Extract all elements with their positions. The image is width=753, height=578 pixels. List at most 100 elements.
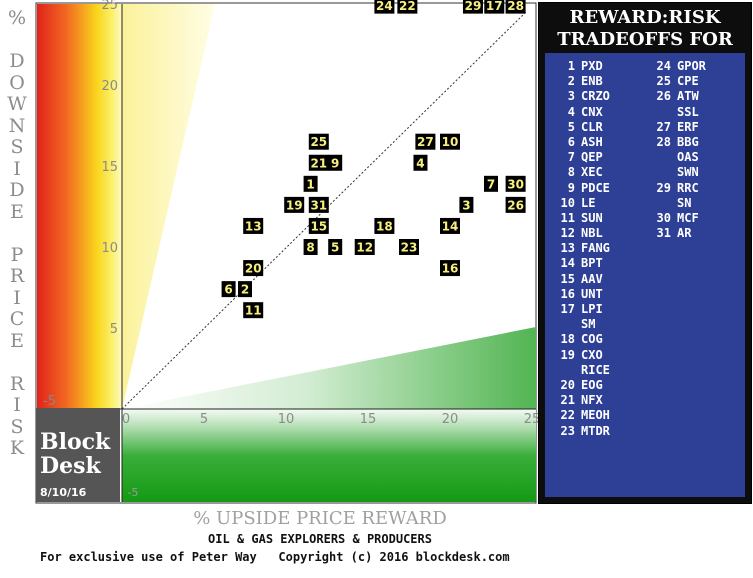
point-box-4 bbox=[413, 154, 428, 171]
point-24: 24 bbox=[374, 0, 395, 14]
point-21: 21 bbox=[308, 154, 329, 171]
legend-left-row-4: 5 CLR bbox=[549, 120, 610, 135]
report-date: 8/10/16 bbox=[40, 486, 87, 499]
ticker-symbol: XEC bbox=[581, 165, 603, 180]
legend-left-row-15: 16 UNT bbox=[549, 287, 610, 302]
ticker-symbol: ENB bbox=[581, 74, 603, 89]
ticker-symbol: COG bbox=[581, 332, 603, 347]
point-29: 29 bbox=[462, 0, 483, 14]
ticker-symbol: CLR bbox=[581, 119, 603, 134]
point-label-14: 14 bbox=[442, 219, 459, 233]
ticker-number: 26 bbox=[656, 89, 671, 104]
ticker-symbol: SWN bbox=[677, 165, 699, 180]
point-label-5: 5 bbox=[331, 241, 339, 255]
point-label-2: 2 bbox=[241, 283, 249, 297]
legend-right-row-10: 30 MCF bbox=[645, 211, 706, 226]
point-box-28 bbox=[505, 0, 526, 14]
point-15: 15 bbox=[308, 217, 329, 234]
y-tick-10: 10 bbox=[101, 241, 118, 256]
ticker-number: 8 bbox=[567, 165, 575, 180]
ticker-number: 24 bbox=[656, 59, 671, 73]
x-tick-0: 0 bbox=[122, 412, 130, 427]
legend-left-row-19: 19 CXO bbox=[549, 348, 610, 363]
ticker-number: 19 bbox=[560, 347, 575, 362]
ticker-symbol: PXD bbox=[581, 59, 603, 73]
ticker-number: 25 bbox=[656, 74, 671, 89]
chart-subtitle: OIL & GAS EXPLORERS & PRODUCERS bbox=[208, 532, 432, 546]
ticker-symbol: SUN bbox=[581, 210, 603, 225]
legend-right-row-0: 24 GPOR bbox=[645, 59, 706, 74]
point-box-17 bbox=[484, 0, 505, 14]
x-tick-5: 5 bbox=[200, 412, 208, 427]
point-label-12: 12 bbox=[356, 241, 373, 255]
legend-right-row-3: SSL bbox=[645, 105, 706, 120]
point-9: 9 bbox=[328, 154, 343, 171]
point-label-21: 21 bbox=[310, 156, 327, 170]
legend-title: REWARD:RISK TRADEOFFS FOR bbox=[539, 7, 751, 51]
brand-name: Block Desk bbox=[40, 430, 110, 478]
point-label-11: 11 bbox=[245, 304, 262, 318]
ticker-symbol: OAS bbox=[677, 150, 699, 165]
ticker-number: 29 bbox=[656, 180, 671, 195]
x-tick-10: 10 bbox=[278, 412, 295, 427]
point-box-24 bbox=[374, 0, 395, 14]
legend-left-row-6: 7 QEP bbox=[549, 150, 610, 165]
ticker-symbol: NBL bbox=[581, 226, 603, 241]
point-box-20 bbox=[243, 260, 264, 277]
ticker-number: 18 bbox=[560, 332, 575, 347]
x-tick-25: 25 bbox=[524, 412, 541, 427]
point-box-1 bbox=[303, 175, 318, 192]
ticker-number: 28 bbox=[656, 134, 671, 149]
legend-right-row-1: 25 CPE bbox=[645, 74, 706, 89]
legend-left-row-1: 2 ENB bbox=[549, 74, 610, 89]
point-16: 16 bbox=[440, 260, 460, 277]
point-box-14 bbox=[440, 217, 460, 234]
ticker-number: 4 bbox=[567, 104, 575, 119]
point-box-6 bbox=[221, 281, 236, 298]
brand-line-2: Desk bbox=[40, 453, 101, 479]
legend-left-row-0: 1 PXD bbox=[549, 59, 610, 74]
point-label-16: 16 bbox=[442, 262, 459, 276]
x-tick-labels: 0 5 10 15 20 25 -5 bbox=[122, 412, 540, 499]
point-19: 19 bbox=[284, 196, 305, 213]
legend-left-row-23: 22 MEOH bbox=[549, 408, 610, 423]
point-1: 1 bbox=[303, 175, 318, 192]
ticker-symbol: PDCE bbox=[581, 180, 610, 195]
ticker-number: 9 bbox=[567, 180, 575, 195]
point-label-9: 9 bbox=[331, 156, 339, 170]
ticker-symbol: UNT bbox=[581, 286, 603, 301]
point-box-12 bbox=[354, 239, 375, 255]
legend-title-line-1: REWARD:RISK bbox=[569, 7, 721, 28]
point-label-20: 20 bbox=[245, 262, 262, 276]
point-label-19: 19 bbox=[286, 198, 303, 212]
legend-left-row-10: 11 SUN bbox=[549, 211, 610, 226]
point-box-11 bbox=[243, 302, 264, 319]
point-label-24: 24 bbox=[376, 0, 393, 13]
ticker-symbol: ERF bbox=[677, 119, 699, 134]
point-label-31: 31 bbox=[310, 198, 327, 212]
point-label-30: 30 bbox=[507, 177, 524, 191]
ticker-number: 10 bbox=[560, 195, 575, 210]
y-tick-labels: 5 10 15 20 25 -5 bbox=[43, 0, 118, 409]
ticker-number: 14 bbox=[560, 256, 575, 271]
ticker-number: 31 bbox=[656, 226, 671, 241]
legend-left-row-9: 10 LE bbox=[549, 196, 610, 211]
ticker-symbol: LPI bbox=[581, 302, 603, 316]
point-22: 22 bbox=[397, 0, 418, 14]
point-5: 5 bbox=[328, 239, 343, 255]
point-20: 20 bbox=[243, 260, 264, 277]
ticker-symbol: AAV bbox=[581, 271, 603, 286]
legend-right-row-11: 31 AR bbox=[645, 226, 706, 241]
ticker-symbol: RICE bbox=[581, 362, 610, 377]
ticker-number: 20 bbox=[560, 377, 575, 392]
legend-right-row-9: SN bbox=[645, 196, 706, 211]
ticker-symbol: GPOR bbox=[677, 59, 706, 73]
point-2: 2 bbox=[238, 281, 252, 298]
legend-right-row-8: 29 RRC bbox=[645, 181, 706, 196]
ticker-number: 30 bbox=[656, 210, 671, 225]
legend-left-row-7: 8 XEC bbox=[549, 165, 610, 180]
ticker-number: 21 bbox=[560, 393, 575, 408]
y-axis-label: % D O W N S I D E P R I C E R I S K bbox=[7, 7, 27, 459]
point-box-8 bbox=[303, 239, 318, 255]
